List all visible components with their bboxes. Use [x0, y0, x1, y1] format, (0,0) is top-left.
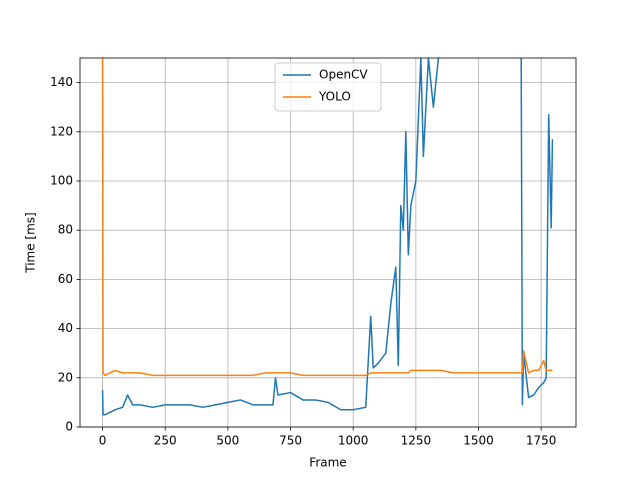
- y-axis-label: Time [ms]: [24, 212, 38, 274]
- y-tick-label: 100: [50, 174, 73, 188]
- x-tick-label: 1500: [463, 434, 494, 448]
- y-tick-label: 80: [58, 223, 73, 237]
- x-tick-label: 1750: [526, 434, 557, 448]
- series-line: [101, 58, 553, 377]
- y-tick-label: 140: [50, 75, 73, 89]
- y-tick-label: 0: [65, 420, 73, 434]
- x-axis-label: Frame: [309, 456, 346, 470]
- x-tick-label: 1250: [401, 434, 432, 448]
- x-tick-label: 250: [154, 434, 177, 448]
- x-tick-label: 750: [279, 434, 302, 448]
- legend-label: YOLO: [318, 90, 351, 104]
- x-tick-label: 1000: [338, 434, 369, 448]
- x-tick-label: 0: [99, 434, 107, 448]
- y-tick-label: 60: [58, 272, 73, 286]
- x-tick-label: 500: [216, 434, 239, 448]
- axes-frame: [79, 57, 577, 428]
- plot-area: [101, 58, 554, 416]
- y-tick-label: 20: [58, 370, 73, 384]
- legend-label: OpenCV: [319, 68, 368, 82]
- y-tick-label: 40: [58, 321, 73, 335]
- y-tick-label: 120: [50, 124, 73, 138]
